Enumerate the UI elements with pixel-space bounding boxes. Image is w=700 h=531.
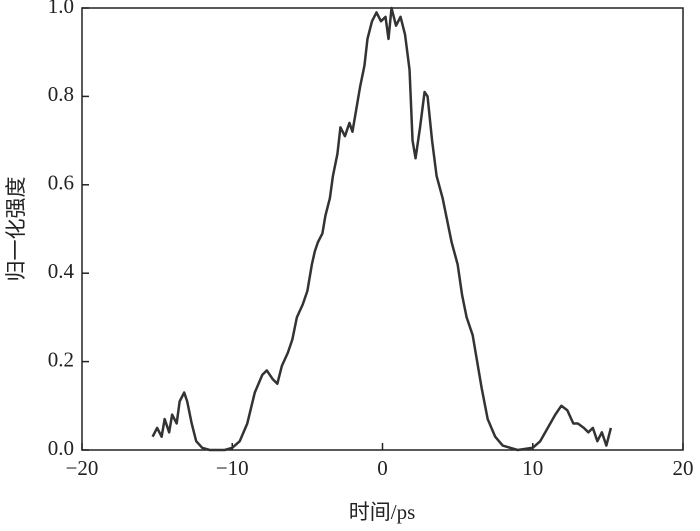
y-tick-label: 0.6 [48, 171, 74, 195]
x-tick-label: 10 [522, 456, 543, 480]
y-axis-label: 归一化强度 [4, 177, 28, 282]
y-tick-label: 1.0 [48, 0, 74, 18]
y-tick-label: 0.4 [48, 259, 75, 283]
y-tick-label: 0.0 [48, 436, 74, 460]
data-line [151, 6, 613, 452]
x-axis-label: 时间/ps [349, 500, 416, 524]
x-tick-label: −20 [66, 456, 99, 480]
plot-frame [81, 7, 684, 451]
y-tick-label: 0.8 [48, 82, 74, 106]
x-tick-label: 20 [673, 456, 694, 480]
x-tick-label: 0 [377, 456, 388, 480]
y-tick-label: 0.2 [48, 347, 74, 371]
x-tick-label: −10 [216, 456, 249, 480]
